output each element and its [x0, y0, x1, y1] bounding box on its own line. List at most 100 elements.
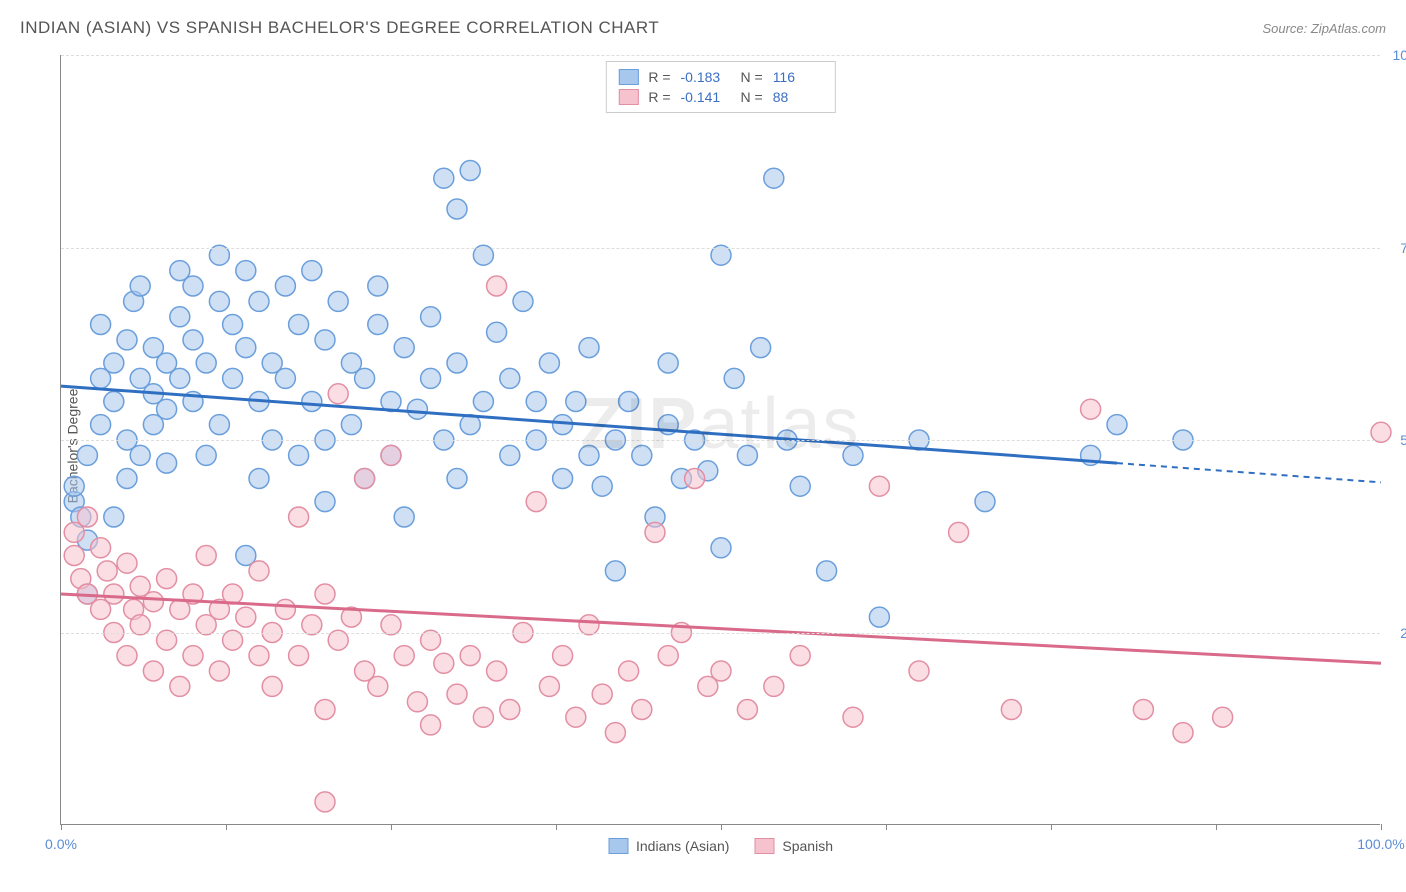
data-point [394, 338, 414, 358]
data-point [381, 445, 401, 465]
data-point [658, 646, 678, 666]
data-point [473, 392, 493, 412]
data-point [117, 646, 137, 666]
data-point [143, 592, 163, 612]
data-point [223, 368, 243, 388]
data-point [764, 168, 784, 188]
data-point [91, 538, 111, 558]
data-point [843, 445, 863, 465]
data-point [157, 569, 177, 589]
data-point [289, 646, 309, 666]
data-point [77, 445, 97, 465]
data-point [434, 168, 454, 188]
data-point [487, 276, 507, 296]
data-point [196, 546, 216, 566]
data-point [949, 522, 969, 542]
data-point [104, 507, 124, 527]
y-tick-label: 75.0% [1385, 240, 1406, 256]
data-point [1173, 723, 1193, 743]
data-point [975, 492, 995, 512]
data-point [196, 353, 216, 373]
data-point [764, 676, 784, 696]
data-point [249, 561, 269, 581]
gridline [61, 440, 1380, 441]
x-tick [1216, 824, 1217, 830]
x-tick [721, 824, 722, 830]
data-point [223, 315, 243, 335]
data-point [592, 684, 612, 704]
data-point [421, 307, 441, 327]
legend-label: Spanish [782, 838, 833, 854]
gridline [61, 633, 1380, 634]
data-point [500, 368, 520, 388]
data-point [170, 368, 190, 388]
data-point [553, 646, 573, 666]
data-point [421, 715, 441, 735]
x-tick [61, 824, 62, 830]
legend-series: Indians (Asian) Spanish [608, 838, 833, 854]
data-point [447, 684, 467, 704]
x-tick-label: 100.0% [1357, 836, 1404, 852]
data-point [500, 445, 520, 465]
data-point [209, 415, 229, 435]
data-point [658, 353, 678, 373]
data-point [632, 700, 652, 720]
data-point [447, 469, 467, 489]
x-tick [1381, 824, 1382, 830]
data-point [487, 322, 507, 342]
data-point [539, 353, 559, 373]
data-point [64, 546, 84, 566]
legend-stats: R = -0.183 N = 116 R = -0.141 N = 88 [605, 61, 835, 113]
swatch-spanish [618, 89, 638, 105]
data-point [460, 646, 480, 666]
data-point [751, 338, 771, 358]
trend-line-extrapolated [1117, 463, 1381, 482]
data-point [249, 291, 269, 311]
data-point [157, 399, 177, 419]
data-point [526, 492, 546, 512]
data-point [97, 561, 117, 581]
data-point [685, 469, 705, 489]
data-point [183, 330, 203, 350]
legend-stats-row-0: R = -0.183 N = 116 [618, 67, 822, 87]
data-point [843, 707, 863, 727]
data-point [77, 507, 97, 527]
gridline [61, 248, 1380, 249]
data-point [368, 276, 388, 296]
data-point [579, 338, 599, 358]
data-point [143, 661, 163, 681]
data-point [368, 676, 388, 696]
data-point [236, 338, 256, 358]
data-point [605, 561, 625, 581]
data-point [302, 261, 322, 281]
data-point [209, 661, 229, 681]
data-point [737, 700, 757, 720]
data-point [1081, 399, 1101, 419]
data-point [1133, 700, 1153, 720]
data-point [869, 607, 889, 627]
data-point [579, 445, 599, 465]
x-tick [226, 824, 227, 830]
data-point [909, 661, 929, 681]
data-point [289, 445, 309, 465]
data-point [1001, 700, 1021, 720]
x-tick [391, 824, 392, 830]
data-point [104, 584, 124, 604]
data-point [209, 291, 229, 311]
data-point [183, 646, 203, 666]
legend-item-indian: Indians (Asian) [608, 838, 729, 854]
data-point [91, 415, 111, 435]
data-point [64, 476, 84, 496]
data-point [724, 368, 744, 388]
data-point [407, 399, 427, 419]
swatch-indian-bottom [608, 838, 628, 854]
gridline [61, 55, 1380, 56]
data-point [434, 653, 454, 673]
swatch-spanish-bottom [754, 838, 774, 854]
data-point [262, 676, 282, 696]
data-point [170, 307, 190, 327]
data-point [130, 276, 150, 296]
y-tick-label: 50.0% [1385, 432, 1406, 448]
data-point [236, 261, 256, 281]
data-point [790, 476, 810, 496]
